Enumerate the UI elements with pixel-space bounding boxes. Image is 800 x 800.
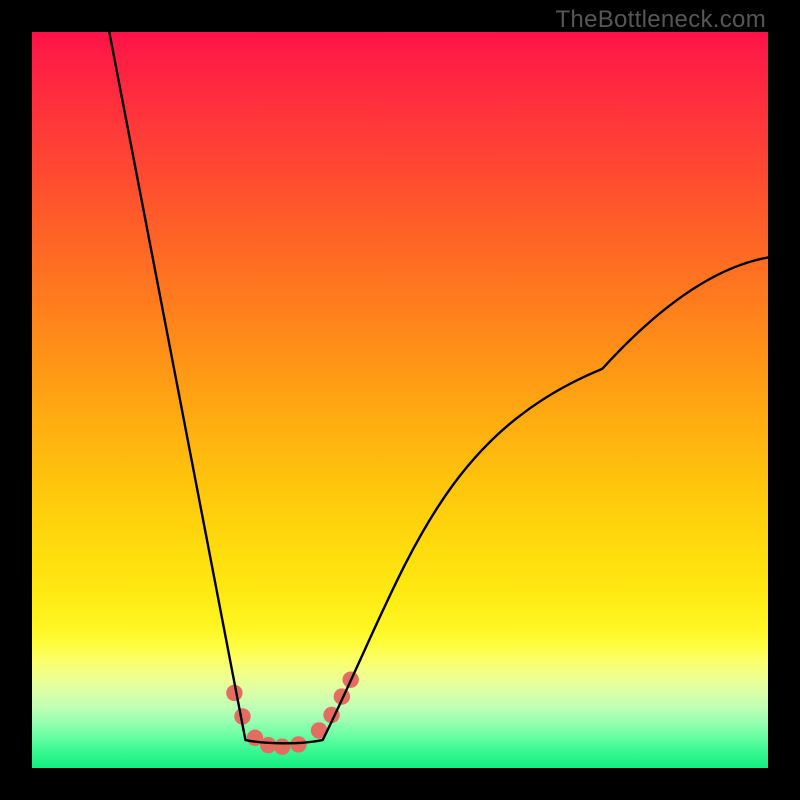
plot-area: [32, 32, 768, 768]
curve-marker: [290, 736, 306, 752]
watermark-text: TheBottleneck.com: [555, 6, 766, 34]
curve-marker: [260, 737, 276, 753]
bottleneck-curve: [109, 32, 768, 743]
bottleneck-curve-chart: [32, 32, 768, 768]
chart-container: TheBottleneck.com: [0, 0, 800, 800]
curve-marker: [274, 738, 290, 754]
